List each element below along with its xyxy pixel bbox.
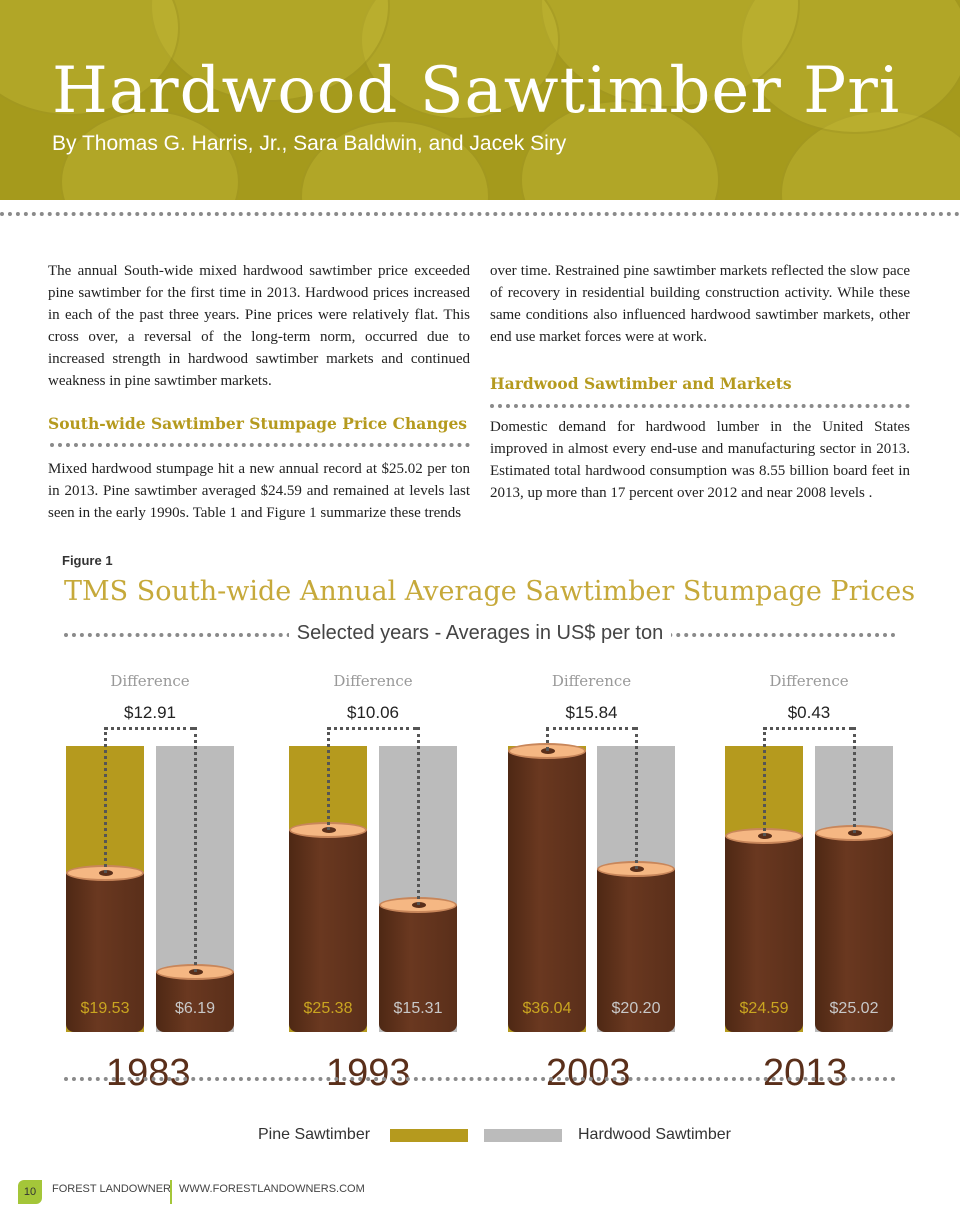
magazine-name: FOREST LANDOWNER	[52, 1183, 171, 1195]
chart-title: TMS South-wide Annual Average Sawtimber …	[64, 576, 916, 607]
header-banner: Hardwood Sawtimber Pri By Thomas G. Harr…	[0, 0, 960, 200]
bar-log-hardwood: $20.20	[597, 860, 675, 1032]
bar-log-pine: $36.04	[508, 743, 586, 1032]
website-link[interactable]: WWW.FORESTLANDOWNERS.COM	[179, 1183, 365, 1195]
divider	[0, 212, 960, 216]
paragraph: over time. Restrained pine sawtimber mar…	[490, 263, 910, 345]
difference-connector	[763, 727, 853, 730]
connector-drop	[853, 727, 856, 833]
footer-separator	[170, 1180, 172, 1204]
article-title: Hardwood Sawtimber Pri	[52, 54, 901, 128]
difference-value: $12.91	[124, 703, 176, 722]
bar-value-label: $6.19	[174, 999, 216, 1017]
legend-swatch-hardwood	[484, 1129, 562, 1142]
bar-value-label: $25.02	[829, 999, 879, 1017]
bar-value-label: $19.53	[80, 999, 130, 1017]
legend-label-pine: Pine Sawtimber	[258, 1126, 371, 1143]
year-label: 2003	[538, 1052, 639, 1095]
section-heading: South-wide Sawtimber Stumpage Price Chan…	[48, 414, 468, 433]
bar-log-hardwood: $25.02	[815, 824, 893, 1032]
paragraph: Domestic demand for hardwood lumber in t…	[490, 419, 910, 501]
year-label: 1983	[98, 1052, 199, 1095]
bar-log-pine: $25.38	[289, 822, 367, 1032]
bar-value-label: $36.04	[522, 999, 572, 1017]
bar-log-pine: $19.53	[66, 865, 144, 1032]
connector-drop	[635, 727, 638, 869]
divider	[50, 443, 470, 447]
chart-subtitle-text: Selected years - Averages in US$ per ton	[288, 622, 672, 644]
connector-drop	[763, 727, 766, 837]
bar-log-hardwood: $6.19	[156, 964, 234, 1032]
difference-value: $15.84	[565, 703, 618, 722]
difference-value: $10.06	[347, 703, 399, 722]
divider	[490, 404, 910, 408]
byline: By Thomas G. Harris, Jr., Sara Baldwin, …	[52, 132, 567, 155]
bar-log-pine: $24.59	[725, 828, 803, 1032]
difference-value: $0.43	[787, 703, 831, 722]
difference-label: Difference	[769, 672, 849, 690]
legend-swatch-pine	[390, 1129, 468, 1142]
chart-subtitle: Selected years - Averages in US$ per ton	[0, 622, 960, 645]
connector-drop	[194, 727, 197, 973]
connector-drop	[546, 727, 549, 752]
section-heading: Hardwood Sawtimber and Markets	[490, 374, 792, 393]
paragraph: The annual South-wide mixed hardwood saw…	[48, 263, 470, 389]
bar-value-label: $20.20	[611, 999, 661, 1017]
bar-value-label: $24.59	[739, 999, 789, 1017]
difference-label: Difference	[110, 672, 190, 690]
figure-label: Figure 1	[62, 553, 113, 568]
connector-drop	[104, 727, 107, 874]
bar-log-hardwood: $15.31	[379, 896, 457, 1032]
difference-connector	[546, 727, 635, 730]
difference-label: Difference	[333, 672, 413, 690]
connector-drop	[327, 727, 330, 831]
difference-connector	[104, 727, 194, 730]
connector-drop	[417, 727, 420, 905]
page-number: 10	[18, 1180, 42, 1204]
difference-connector	[327, 727, 417, 730]
paragraph: Mixed hardwood stumpage hit a new annual…	[48, 461, 470, 521]
year-axis-line	[64, 1077, 896, 1081]
year-label: 2013	[755, 1052, 856, 1095]
year-label: 1993	[318, 1052, 419, 1095]
bar-value-label: $25.38	[303, 999, 353, 1017]
bar-value-label: $15.31	[393, 999, 443, 1017]
legend-label-hardwood: Hardwood Sawtimber	[578, 1126, 731, 1143]
difference-label: Difference	[551, 672, 632, 690]
